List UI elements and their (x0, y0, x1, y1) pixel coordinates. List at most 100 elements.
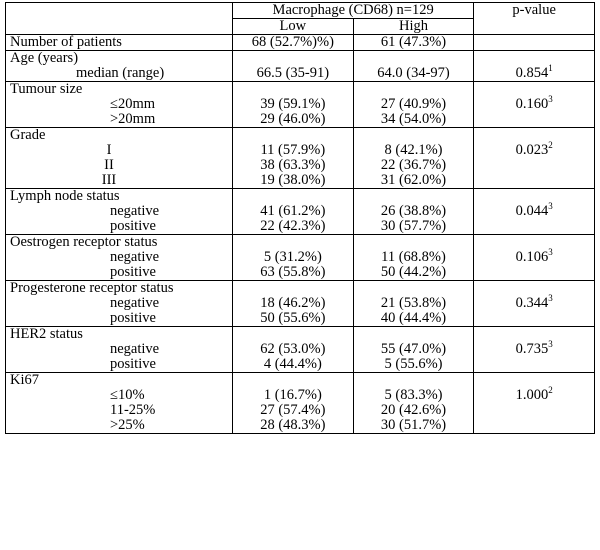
sub-label: negative (110, 295, 160, 311)
p-value (473, 34, 595, 51)
low-value: 19 (38.0%) (260, 172, 326, 188)
p-cell: 0.0443 (473, 188, 595, 235)
high-cell: 11 (68.8%) 50 (44.2%) (352, 234, 475, 281)
low-value: 1 (16.7%) (263, 387, 322, 403)
sub-label: negative (110, 203, 160, 219)
high-cell: 8 (42.1%) 22 (36.7%) 31 (62.0%) (352, 127, 475, 189)
row-label: Lymph node status (10, 188, 120, 204)
table-row: Age (years) median (range) 66.5 (35-91) … (5, 50, 595, 82)
table-row: Oestrogen receptor status negative posit… (5, 234, 595, 281)
p-value: 0.0443 (515, 201, 553, 219)
row-label-cell: Tumour size ≤20mm >20mm (5, 81, 233, 128)
row-label-cell: Ki67 ≤10% 11-25% >25% (5, 372, 233, 434)
high-value: 34 (54.0%) (380, 111, 447, 127)
low-cell: 1 (16.7%) 27 (57.4%) 28 (48.3%) (232, 372, 354, 434)
high-value: 64.0 (34-97) (377, 65, 450, 81)
low-value: 18 (46.2%) (260, 295, 326, 311)
high-value: 5 (83.3%) (384, 387, 443, 403)
high-value: 30 (57.7%) (380, 218, 447, 234)
low-cell: 66.5 (35-91) (232, 50, 354, 82)
low-value: 5 (31.2%) (263, 249, 322, 265)
p-value-header: p-value (473, 2, 595, 35)
row-label-cell: Age (years) median (range) (5, 50, 233, 82)
high-cell: 27 (40.9%) 34 (54.0%) (352, 81, 475, 128)
row-label: Ki67 (10, 372, 39, 388)
high-value: 61 (47.3%) (352, 34, 475, 51)
high-value: 11 (68.8%) (381, 249, 446, 265)
table-row: Ki67 ≤10% 11-25% >25% 1 (16.7%) 27 (57.4… (5, 372, 595, 434)
row-label: Progesterone receptor status (10, 280, 174, 296)
header-row-group: Macrophage (CD68) n=129 p-value (5, 2, 595, 35)
p-cell: 0.1603 (473, 81, 595, 128)
sub-label: I (106, 142, 112, 158)
p-cell: 0.1063 (473, 234, 595, 281)
sub-label: median (range) (76, 65, 165, 81)
high-value: 5 (55.6%) (384, 356, 443, 372)
high-cell: 5 (83.3%) 20 (42.6%) 30 (51.7%) (352, 372, 475, 434)
macrophage-table: Macrophage (CD68) n=129 p-value Low High… (5, 2, 595, 434)
table-row: Grade I II III 11 (57.9%) 38 (63.3%) 19 … (5, 127, 595, 189)
low-cell: 11 (57.9%) 38 (63.3%) 19 (38.0%) (232, 127, 354, 189)
low-value: 28 (48.3%) (260, 417, 326, 433)
low-value: 4 (44.4%) (263, 356, 322, 372)
p-value: 0.8541 (515, 63, 553, 81)
sub-label: II (104, 157, 114, 173)
high-cell: 26 (38.8%) 30 (57.7%) (352, 188, 475, 235)
header-blank-cell (5, 2, 233, 35)
row-label: HER2 status (10, 326, 83, 342)
high-value: 31 (62.0%) (380, 172, 447, 188)
low-cell: 62 (53.0%) 4 (44.4%) (232, 326, 354, 373)
low-value: 62 (53.0%) (260, 341, 326, 357)
row-label-cell: Lymph node status negative positive (5, 188, 233, 235)
high-value: 40 (44.4%) (380, 310, 447, 326)
low-value: 27 (57.4%) (260, 402, 326, 418)
p-cell: 0.8541 (473, 50, 595, 82)
sub-label: >20mm (110, 111, 156, 127)
low-value: 38 (63.3%) (260, 157, 326, 173)
p-cell: 0.7353 (473, 326, 595, 373)
sub-label: negative (110, 341, 160, 357)
sub-label: >25% (110, 417, 145, 433)
p-value: 0.7353 (515, 339, 553, 357)
high-value: 8 (42.1%) (384, 142, 443, 158)
table-row: HER2 status negative positive 62 (53.0%)… (5, 326, 595, 373)
sub-label: positive (110, 264, 156, 280)
p-value: 0.1063 (515, 247, 553, 265)
row-label: Tumour size (10, 81, 83, 97)
row-label-cell: HER2 status negative positive (5, 326, 233, 373)
p-value: 1.0002 (515, 385, 553, 403)
high-value: 21 (53.8%) (380, 295, 447, 311)
high-value: 50 (44.2%) (380, 264, 447, 280)
sub-label: negative (110, 249, 160, 265)
row-label-cell: Oestrogen receptor status negative posit… (5, 234, 233, 281)
p-cell: 0.3443 (473, 280, 595, 327)
low-cell: 39 (59.1%) 29 (46.0%) (232, 81, 354, 128)
low-header: Low (232, 18, 354, 35)
sub-label: positive (110, 310, 156, 326)
p-value: 0.0232 (515, 140, 553, 158)
row-label: Age (years) (10, 50, 79, 66)
p-cell: 1.0002 (473, 372, 595, 434)
low-value: 39 (59.1%) (260, 96, 326, 112)
row-label: Grade (10, 127, 46, 143)
high-value: 20 (42.6%) (380, 402, 447, 418)
p-cell: 0.0232 (473, 127, 595, 189)
table-row: Tumour size ≤20mm >20mm 39 (59.1%) 29 (4… (5, 81, 595, 128)
low-value: 50 (55.6%) (260, 310, 326, 326)
low-cell: 5 (31.2%) 63 (55.8%) (232, 234, 354, 281)
sub-label: positive (110, 218, 156, 234)
sub-label: ≤20mm (110, 96, 156, 112)
high-header: High (352, 18, 475, 35)
row-label-cell: Progesterone receptor status negative po… (5, 280, 233, 327)
low-value: 68 (52.7%)%) (232, 34, 354, 51)
high-cell: 21 (53.8%) 40 (44.4%) (352, 280, 475, 327)
low-value: 22 (42.3%) (260, 218, 326, 234)
low-value: 11 (57.9%) (260, 142, 326, 158)
low-value: 66.5 (35-91) (256, 65, 330, 81)
high-value: 30 (51.7%) (380, 417, 447, 433)
table-row: Progesterone receptor status negative po… (5, 280, 595, 327)
high-value: 22 (36.7%) (380, 157, 447, 173)
low-value: 29 (46.0%) (260, 111, 326, 127)
high-value: 55 (47.0%) (380, 341, 447, 357)
